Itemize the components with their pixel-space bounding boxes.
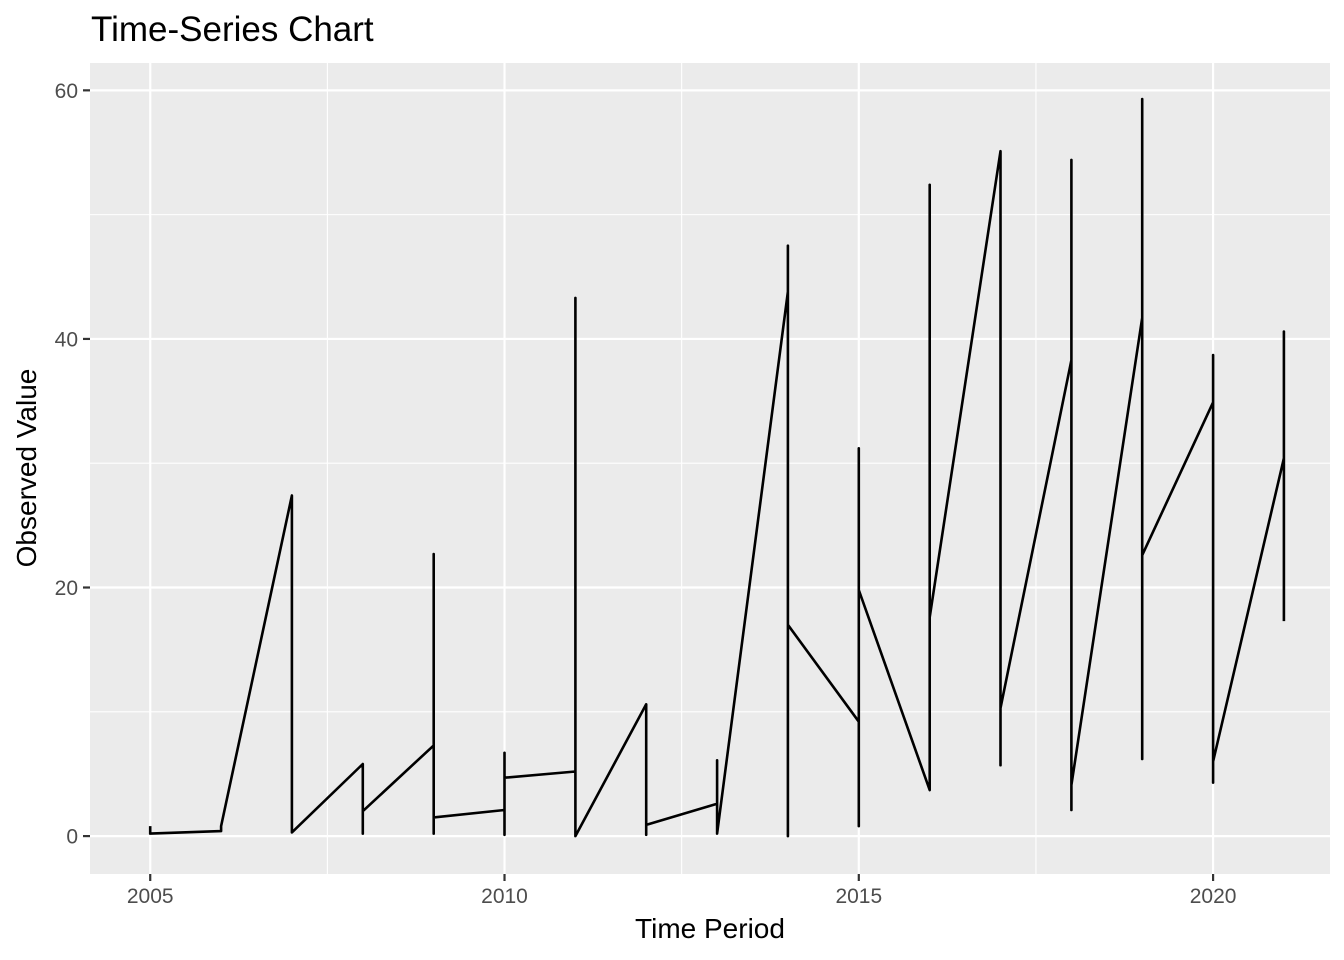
x-tick-label: 2005 (127, 885, 174, 908)
y-tick-label: 40 (55, 328, 78, 351)
minor-gridlines (90, 63, 1330, 874)
x-tick-label: 2020 (1190, 885, 1237, 908)
x-tick-label: 2010 (481, 885, 528, 908)
chart-title: Time-Series Chart (91, 10, 374, 49)
plot-panel (90, 63, 1330, 874)
x-tick-label: 2015 (835, 885, 882, 908)
y-tick-label: 20 (55, 577, 78, 600)
series-layer (148, 97, 1286, 838)
y-axis: 0 20 40 60 (55, 80, 90, 849)
y-tick-label: 60 (55, 80, 78, 103)
y-axis-title: Observed Value (11, 369, 42, 568)
y-tick-label: 0 (66, 826, 78, 849)
x-axis: 2005 2010 2015 2020 (127, 874, 1237, 908)
x-axis-title: Time Period (635, 913, 785, 944)
series-line (148, 97, 1286, 838)
